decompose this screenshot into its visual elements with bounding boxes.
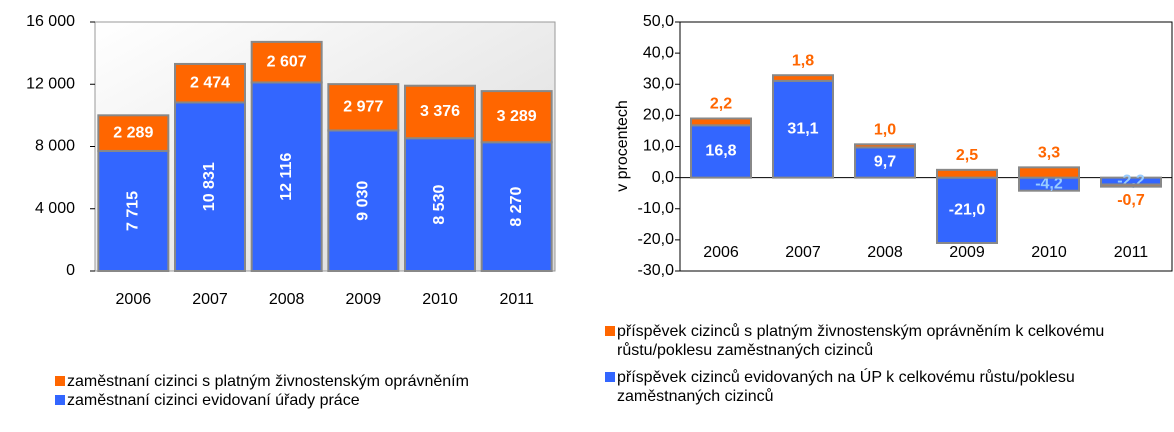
value-label: -21,0: [949, 202, 986, 219]
legend-swatch: [55, 395, 65, 405]
legend-label: zaměstnaní cizinci s platným živnostensk…: [67, 373, 469, 390]
y-tick-label: 16 000: [26, 13, 75, 30]
bar-segment: [1100, 183, 1162, 188]
bar-segment: [480, 90, 553, 144]
plot-area: [679, 21, 1173, 272]
bar-segment: [854, 143, 916, 149]
value-label: 31,1: [787, 120, 818, 137]
value-label: 1,0: [874, 122, 896, 139]
legend-item: zaměstnaní cizinci s platným živnostensk…: [55, 372, 525, 391]
y-tick-label: 8 000: [35, 138, 75, 155]
bar-segment: [174, 101, 246, 272]
legend-item: příspěvek cizinců evidovaných na ÚP k ce…: [605, 368, 1170, 406]
y-tick-label: 50,0: [643, 13, 674, 30]
value-label: 2,5: [956, 147, 978, 164]
value-label: 8 270: [508, 187, 525, 227]
plot-area: [94, 21, 556, 272]
bar-segment: [250, 81, 323, 272]
value-label: 9,7: [874, 154, 896, 171]
bar-segment: [772, 74, 834, 82]
y-tick-label: -30,0: [638, 262, 675, 279]
value-label: 16,8: [705, 143, 736, 160]
legend-swatch: [55, 376, 65, 386]
x-tick-label: 2010: [422, 291, 458, 308]
legend-swatch: [605, 372, 615, 382]
x-tick-label: 2009: [346, 291, 382, 308]
legend-item: zaměstnaní cizinci evidovaní úřady práce: [55, 391, 525, 410]
bar-segment: [936, 176, 998, 244]
value-label: 9 030: [355, 181, 372, 221]
value-label: 2,2: [710, 96, 732, 113]
bar-segment: [690, 117, 752, 127]
value-label: 10 831: [201, 162, 218, 211]
y-tick-label: 10,0: [643, 138, 674, 155]
value-label: 7 715: [125, 191, 142, 231]
x-tick-label: 2007: [785, 244, 821, 261]
y-tick-label: 20,0: [643, 107, 674, 124]
y-tick-label: 12 000: [26, 75, 75, 92]
legend-label: zaměstnaní cizinci evidovaní úřady práce: [67, 392, 360, 409]
x-tick-label: 2011: [499, 291, 534, 308]
y-tick-label: 4 000: [35, 200, 75, 217]
value-label: 8 530: [431, 185, 448, 225]
x-tick-label: 2008: [867, 244, 903, 261]
bar-segment: [690, 124, 752, 179]
y-tick-label: 0: [66, 262, 75, 279]
bar-segment: [854, 146, 916, 179]
bar-segment: [936, 168, 998, 179]
x-tick-label: 2008: [269, 291, 305, 308]
bar-segment: [404, 84, 476, 140]
x-tick-label: 2006: [703, 244, 739, 261]
bar-segment: [97, 149, 170, 273]
legend: zaměstnaní cizinci s platným živnostensk…: [55, 372, 525, 410]
y-tick-label: 0,0: [652, 169, 674, 186]
bar-segment: [404, 137, 476, 272]
y-tick-label: 30,0: [643, 75, 674, 92]
value-label: 1,8: [792, 52, 814, 69]
y-tick-label: -10,0: [638, 200, 675, 217]
value-label: -0,7: [1117, 192, 1145, 209]
x-tick-label: 2009: [949, 244, 985, 261]
value-label: 3,3: [1038, 145, 1060, 162]
legend-swatch: [605, 326, 615, 336]
bar-segment: [97, 114, 170, 152]
x-tick-label: 2010: [1031, 244, 1067, 261]
bar-segment: [480, 141, 553, 272]
legend-label: příspěvek cizinců s platným živnostenský…: [617, 323, 1105, 359]
legend: příspěvek cizinců s platným živnostenský…: [605, 322, 1170, 414]
bar-segment: [327, 129, 400, 272]
value-label: 2 607: [267, 53, 307, 70]
legend-item: příspěvek cizinců s platným živnostenský…: [605, 322, 1170, 360]
bar-segment: [1018, 166, 1080, 179]
bar-segment: [772, 79, 834, 179]
x-tick-label: 2011: [1114, 244, 1149, 261]
bar-segment: [327, 83, 400, 132]
x-tick-label: 2006: [116, 291, 152, 308]
legend-label: příspěvek cizinců evidovaných na ÚP k ce…: [617, 369, 1075, 405]
bar-segment: [174, 62, 246, 104]
y-tick-label: -20,0: [638, 231, 675, 248]
x-tick-label: 2007: [192, 291, 228, 308]
y-tick-label: 40,0: [643, 44, 674, 61]
value-label: -4,2: [1035, 175, 1063, 192]
value-label: 2 474: [190, 74, 230, 91]
bar-segment: [250, 40, 323, 84]
value-label: 2 289: [113, 124, 153, 141]
y-axis-label: v procentech: [614, 100, 631, 192]
value-label: 3 289: [497, 108, 537, 125]
value-label: 2 977: [343, 99, 383, 116]
value-label: 12 116: [278, 153, 295, 201]
value-label: 3 376: [420, 103, 460, 120]
